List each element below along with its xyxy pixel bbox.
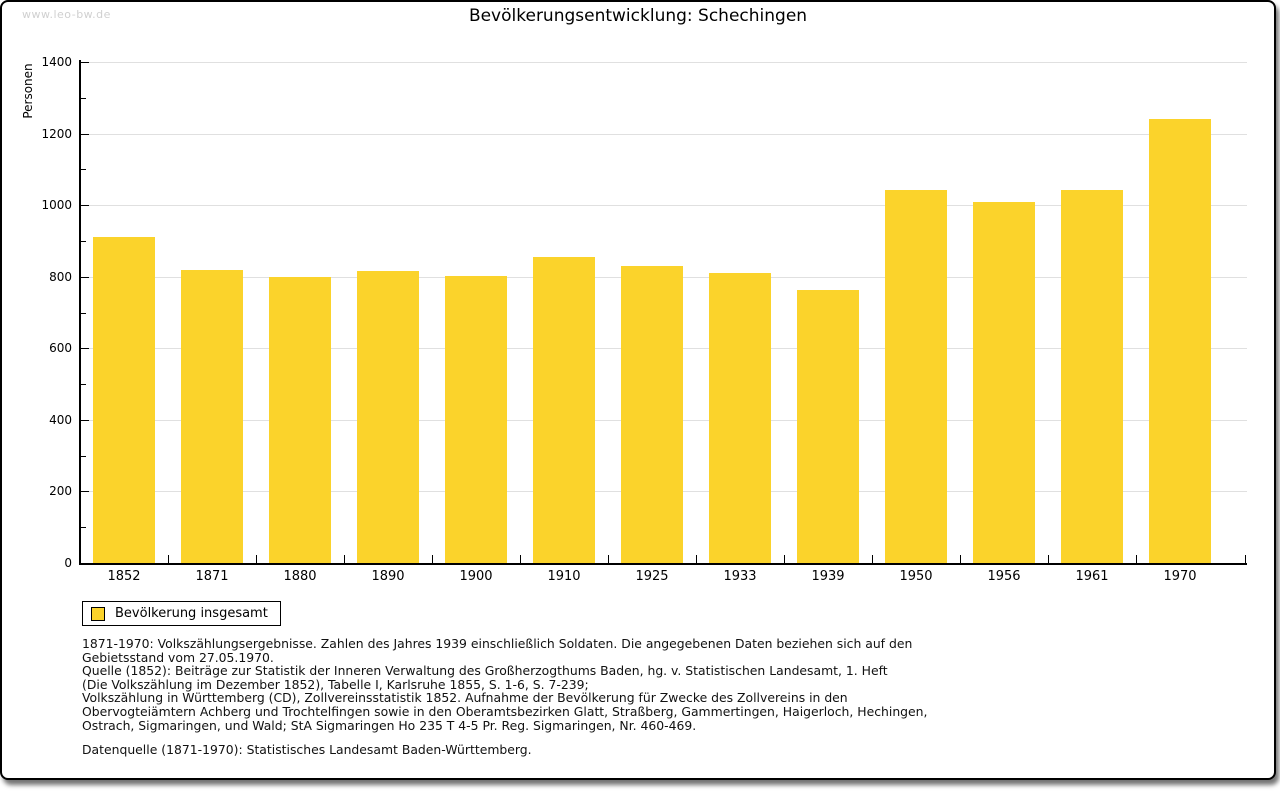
data-source-line: Datenquelle (1871-1970): Statistisches L…: [82, 742, 532, 757]
x-tick-10: [960, 555, 961, 563]
x-tick-label-1950: 1950: [899, 569, 933, 584]
y-minor-tick-700: [81, 312, 86, 314]
bar-1933: [709, 273, 771, 563]
source-note-line-2: Gebietsstand vom 27.05.1970.: [82, 649, 274, 665]
y-major-tick-1000: [81, 205, 89, 207]
bar-1925: [621, 265, 683, 563]
y-tick-label-600: 600: [49, 341, 72, 356]
bar-1852: [93, 236, 155, 563]
watermark: www.leo-bw.de: [22, 8, 111, 21]
legend-swatch: [91, 606, 105, 621]
bar-1939: [797, 289, 859, 563]
y-tick-label-0: 0: [64, 556, 72, 570]
bar-1910: [533, 257, 595, 563]
y-major-tick-1400: [81, 62, 89, 63]
y-minor-tick-900: [81, 240, 86, 242]
x-tick-2: [256, 555, 257, 563]
y-minor-tick-1300: [81, 97, 86, 99]
source-notes: 1871-1970: Volkszählungsergebnisse. Zahl…: [82, 637, 927, 732]
y-tick-label-1200: 1200: [41, 126, 72, 141]
y-major-tick-200: [81, 491, 89, 493]
y-tick-label-1000: 1000: [41, 198, 72, 213]
y-tick-label-400: 400: [49, 412, 72, 427]
y-axis-line: [79, 60, 81, 565]
x-tick-label-1871: 1871: [195, 569, 229, 584]
x-tick-label-1880: 1880: [283, 569, 317, 584]
source-note-line-1: 1871-1970: Volkszählungsergebnisse. Zahl…: [82, 636, 913, 651]
x-tick-label-1956: 1956: [987, 569, 1021, 584]
bar-1956: [973, 201, 1035, 563]
x-tick-label-1910: 1910: [547, 569, 581, 584]
x-tick-end: [1245, 555, 1246, 563]
y-tick-label-800: 800: [49, 269, 72, 284]
x-axis-line: [79, 563, 1247, 565]
x-tick-label-1925: 1925: [635, 569, 669, 584]
plot-area: 200 400 600 800 1000 1200 1400 0 1852 1871 1880 189…: [2, 2, 1274, 778]
x-tick-4: [432, 555, 433, 563]
source-note-line-3: Quelle (1852): Beiträge zur Statistik de…: [82, 663, 888, 679]
x-tick-label-1939: 1939: [811, 569, 845, 584]
legend-label: Bevölkerung insgesamt: [115, 606, 268, 621]
gridline-1200: [81, 133, 1247, 135]
y-minor-tick-100: [81, 527, 86, 529]
y-major-tick-600: [81, 348, 89, 350]
y-major-tick-400: [81, 419, 89, 421]
bar-1970: [1149, 118, 1211, 563]
y-minor-tick-1100: [81, 169, 86, 171]
x-tick-label-1890: 1890: [371, 569, 405, 584]
y-minor-tick-500: [81, 384, 86, 386]
x-tick-11: [1048, 555, 1049, 563]
x-tick-label-1852: 1852: [107, 569, 141, 584]
source-note-line-4: (Die Volkszählung im Dezember 1852), Tab…: [82, 676, 589, 692]
source-note-line-6: Obervogteiämtern Achberg und Trochtelfin…: [82, 703, 928, 719]
y-tick-label-200: 200: [49, 484, 72, 499]
x-tick-label-1961: 1961: [1075, 569, 1109, 584]
x-tick-label-1970: 1970: [1163, 569, 1197, 584]
gridline-1000: [81, 205, 1247, 207]
x-tick-label-1933: 1933: [723, 569, 757, 584]
x-tick-5: [520, 555, 521, 563]
source-note-line-5: Volkszählung in Württemberg (CD), Zollve…: [82, 690, 848, 706]
bar-1950: [885, 190, 947, 563]
bar-1880: [269, 277, 331, 563]
gridline-1400: [81, 62, 1247, 63]
x-tick-8: [784, 555, 785, 563]
bar-1961: [1061, 190, 1123, 563]
x-tick-12: [1136, 555, 1137, 563]
x-tick-6: [608, 555, 609, 563]
chart-title: Bevölkerungsentwicklung: Schechingen: [468, 6, 808, 26]
y-minor-tick-300: [81, 455, 86, 457]
y-major-tick-1200: [81, 133, 89, 135]
source-note-line-7: Ostrach, Sigmaringen, und Wald; StA Sigm…: [82, 717, 697, 733]
x-tick-label-1900: 1900: [459, 569, 493, 584]
bar-1890: [357, 270, 419, 563]
y-tick-label-1400: 1400: [41, 55, 72, 69]
legend: Bevölkerung insgesamt: [82, 601, 281, 626]
y-major-tick-800: [81, 276, 89, 278]
x-tick-9: [872, 555, 873, 563]
x-tick-1: [168, 555, 169, 563]
x-tick-3: [344, 555, 345, 563]
x-tick-7: [696, 555, 697, 563]
bar-1900: [445, 276, 507, 563]
bar-1871: [181, 269, 243, 563]
